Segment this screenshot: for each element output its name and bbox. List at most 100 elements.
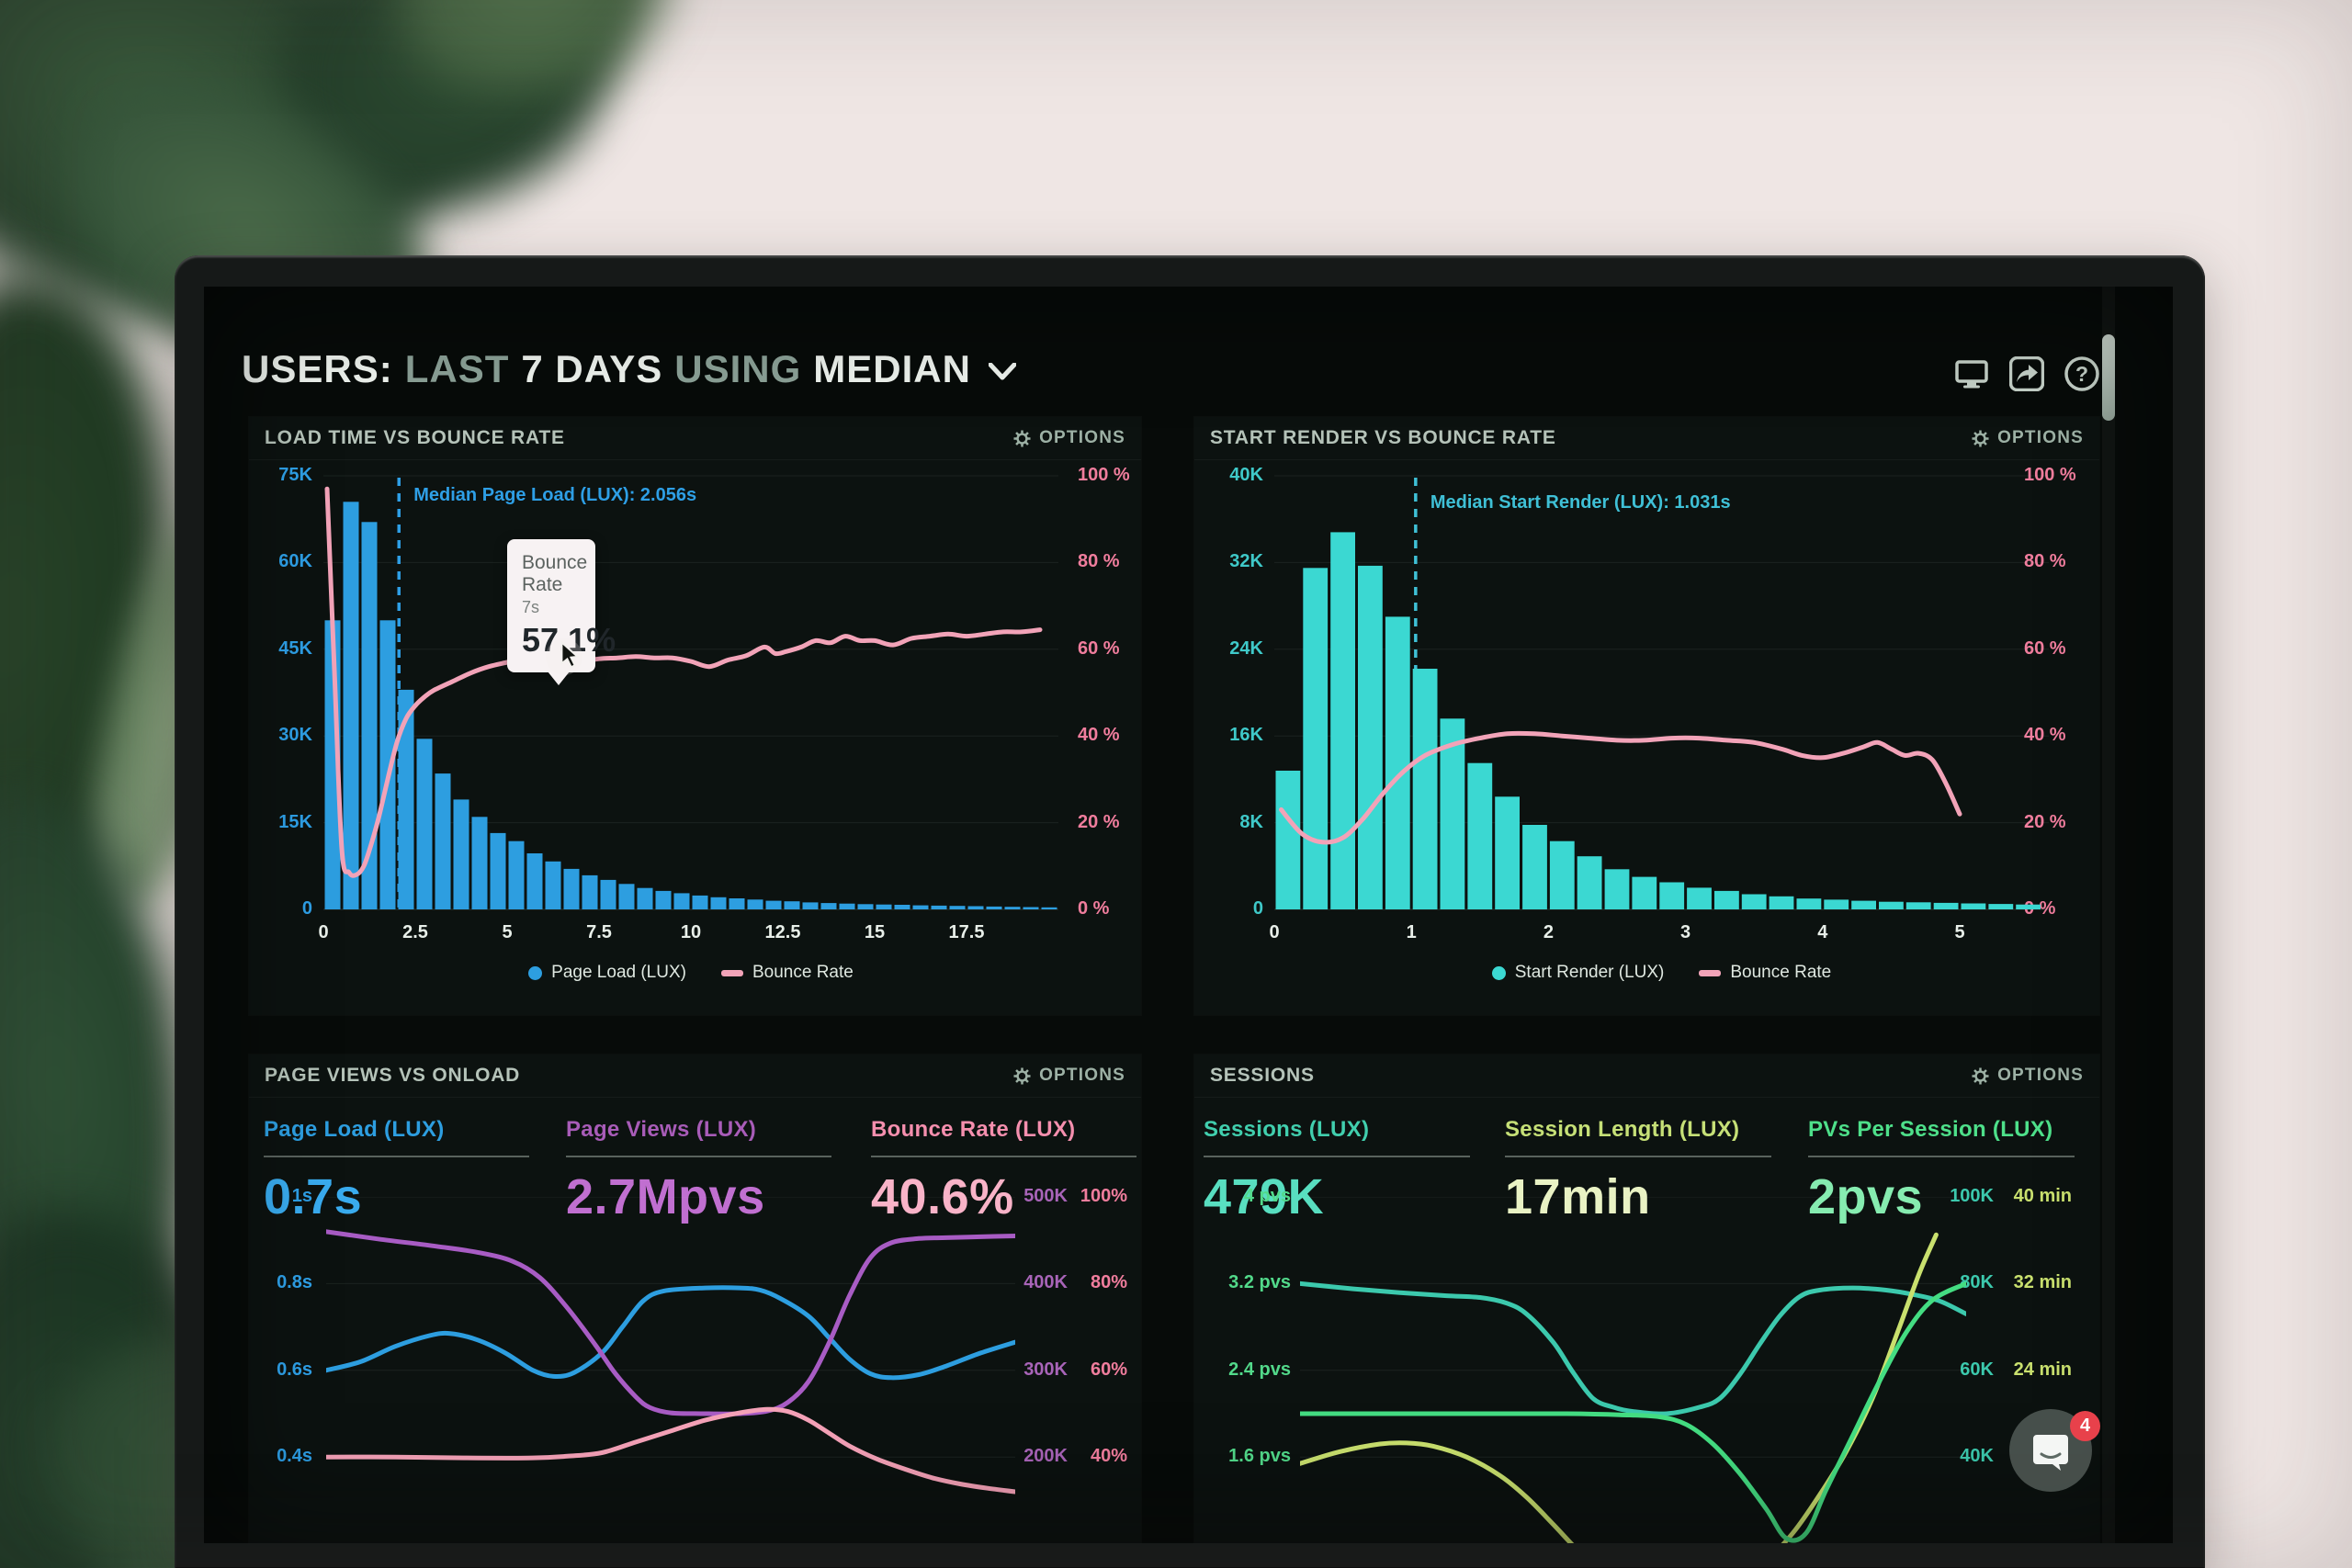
scrollbar-thumb[interactable] bbox=[2102, 334, 2115, 421]
histogram-bar[interactable] bbox=[1004, 907, 1021, 909]
histogram-bar[interactable] bbox=[545, 861, 561, 909]
histogram-bar[interactable] bbox=[435, 773, 451, 909]
histogram-bar[interactable] bbox=[1687, 887, 1712, 909]
histogram-bar[interactable] bbox=[1577, 856, 1602, 909]
histogram-bar[interactable] bbox=[1879, 901, 1904, 909]
histogram-bar[interactable] bbox=[949, 906, 966, 909]
bounce-rate-line[interactable] bbox=[1279, 730, 1962, 845]
histogram-bar[interactable] bbox=[1905, 902, 1931, 909]
histogram-bar[interactable] bbox=[1522, 825, 1547, 909]
histogram-bar[interactable] bbox=[1796, 898, 1822, 909]
histogram-bar[interactable] bbox=[1330, 532, 1355, 909]
options-button[interactable]: OPTIONS bbox=[1972, 428, 2084, 448]
display-icon[interactable] bbox=[1954, 356, 1989, 391]
histogram-bar[interactable] bbox=[692, 895, 708, 909]
histogram-bar[interactable] bbox=[1385, 616, 1410, 909]
histogram-bar[interactable] bbox=[820, 903, 837, 909]
histogram-bar[interactable] bbox=[784, 901, 800, 909]
bounce-rate-line[interactable] bbox=[324, 486, 1043, 878]
series-line-pvs-per-session-lux-[interactable] bbox=[1300, 1280, 1966, 1543]
histogram-bar[interactable] bbox=[1495, 796, 1520, 909]
histogram-bar[interactable] bbox=[343, 502, 359, 909]
histogram-bar[interactable] bbox=[655, 890, 672, 909]
histogram-bar[interactable] bbox=[857, 904, 874, 909]
histogram-bar[interactable] bbox=[1412, 669, 1438, 909]
histogram-bar[interactable] bbox=[1041, 907, 1057, 909]
axis-tick: 30K bbox=[278, 725, 312, 746]
histogram-bar[interactable] bbox=[471, 817, 488, 909]
histogram-bar[interactable] bbox=[673, 893, 690, 909]
histogram-bar[interactable] bbox=[1604, 869, 1630, 909]
histogram-bar[interactable] bbox=[453, 799, 469, 909]
histogram-bar[interactable] bbox=[802, 902, 819, 909]
share-icon[interactable] bbox=[2009, 356, 2044, 391]
histogram-bar[interactable] bbox=[618, 884, 635, 909]
histogram-bar[interactable] bbox=[912, 905, 929, 909]
chart-plot[interactable] bbox=[1300, 1197, 1966, 1543]
histogram-bar[interactable] bbox=[379, 620, 396, 909]
histogram-bar[interactable] bbox=[765, 900, 782, 909]
histogram-bar[interactable] bbox=[986, 906, 1002, 909]
axis-tick: 0.8s bbox=[277, 1272, 312, 1293]
histogram-bar[interactable] bbox=[1467, 762, 1493, 909]
histogram-bar[interactable] bbox=[1659, 882, 1685, 910]
histogram-bar[interactable] bbox=[361, 522, 378, 909]
histogram-bar[interactable] bbox=[1961, 903, 1986, 910]
histogram-bar[interactable] bbox=[710, 897, 727, 909]
series-line-page-load-lux-[interactable] bbox=[326, 1285, 1015, 1381]
histogram-bar[interactable] bbox=[1303, 568, 1329, 909]
chart-plot[interactable]: Median Page Load (LUX): 2.056s Bounce Rat… bbox=[323, 475, 1058, 910]
axis-tick: 60 % bbox=[1078, 637, 1120, 659]
legend-item[interactable]: Bounce Rate bbox=[720, 963, 854, 983]
options-button[interactable]: OPTIONS bbox=[1013, 1066, 1125, 1086]
histogram-bar[interactable] bbox=[729, 898, 745, 909]
histogram-bar[interactable] bbox=[1741, 894, 1767, 910]
series-line-page-views-lux-[interactable] bbox=[326, 1229, 1015, 1416]
legend-item[interactable]: Bounce Rate bbox=[1699, 963, 1831, 983]
histogram-bar[interactable] bbox=[526, 853, 543, 909]
help-icon[interactable]: ? bbox=[2064, 356, 2099, 391]
histogram-bar[interactable] bbox=[876, 904, 892, 909]
histogram-bar[interactable] bbox=[637, 887, 653, 909]
histogram-bar[interactable] bbox=[1549, 840, 1575, 909]
histogram-bar[interactable] bbox=[967, 906, 984, 910]
users-range-dropdown[interactable]: USERS: LAST 7 DAYS USING MEDIAN bbox=[242, 344, 1016, 395]
histogram-bar[interactable] bbox=[1851, 900, 1876, 909]
scrollbar-track[interactable] bbox=[2102, 287, 2115, 1543]
histogram-bar[interactable] bbox=[1023, 907, 1039, 910]
histogram-bar[interactable] bbox=[2016, 904, 2041, 909]
legend-item[interactable]: Page Load (LUX) bbox=[528, 963, 686, 983]
histogram-bar[interactable] bbox=[1632, 876, 1657, 909]
histogram-bar[interactable] bbox=[600, 879, 616, 909]
legend-item[interactable]: Start Render (LUX) bbox=[1491, 963, 1664, 983]
series-line-session-length-lux-[interactable] bbox=[1300, 1232, 1939, 1543]
histogram-bar[interactable] bbox=[1769, 896, 1794, 909]
gear-icon bbox=[1972, 1066, 1989, 1085]
series-line-bounce-rate-lux-[interactable] bbox=[326, 1406, 1015, 1495]
chart-plot[interactable]: Median Start Render (LUX): 1.031s bbox=[1274, 475, 2049, 910]
histogram-bar[interactable] bbox=[508, 840, 525, 909]
histogram-bar[interactable] bbox=[1714, 890, 1739, 909]
histogram-bar[interactable] bbox=[931, 905, 947, 909]
options-button[interactable]: OPTIONS bbox=[1013, 428, 1125, 448]
options-button[interactable]: OPTIONS bbox=[1972, 1066, 2084, 1086]
axis-tick: 2.5 bbox=[402, 922, 428, 942]
panel-page-views-vs-onload: PAGE VIEWS VS ONLOAD OPTIONS Page Load (… bbox=[249, 1055, 1141, 1543]
histogram-bar[interactable] bbox=[1988, 904, 2014, 909]
histogram-bar[interactable] bbox=[1933, 902, 1959, 909]
histogram-bar[interactable] bbox=[398, 689, 414, 909]
histogram-bar[interactable] bbox=[894, 905, 910, 909]
histogram-bar[interactable] bbox=[839, 903, 855, 909]
series-line-sessions-lux-[interactable] bbox=[1300, 1280, 1966, 1416]
histogram-bar[interactable] bbox=[582, 874, 598, 909]
histogram-bar[interactable] bbox=[416, 739, 433, 909]
histogram-bar[interactable] bbox=[1440, 718, 1465, 909]
histogram-bar[interactable] bbox=[747, 899, 763, 909]
histogram-bar[interactable] bbox=[1358, 565, 1383, 909]
histogram-bar[interactable] bbox=[490, 832, 506, 909]
metric-value: 479K bbox=[1204, 1169, 1325, 1224]
histogram-bar[interactable] bbox=[1275, 771, 1301, 909]
histogram-bar[interactable] bbox=[563, 868, 580, 909]
chart-plot[interactable] bbox=[326, 1197, 1015, 1543]
histogram-bar[interactable] bbox=[1824, 899, 1849, 909]
